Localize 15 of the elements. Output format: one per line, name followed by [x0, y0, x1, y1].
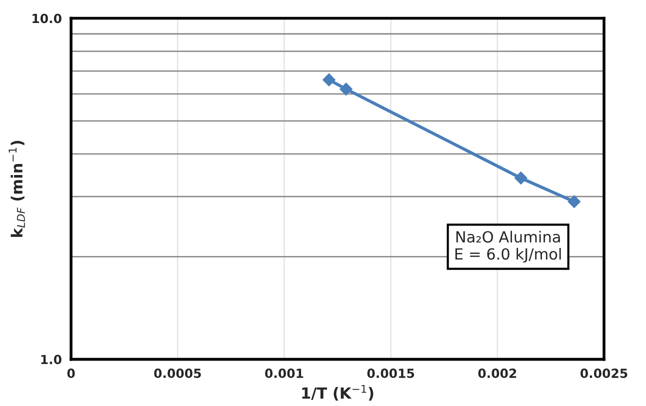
y-tick-label: 1.0 [41, 354, 62, 364]
x-tick-label: 0.001 [265, 368, 304, 378]
x-tick-label: 0.002 [478, 368, 516, 378]
point [322, 73, 336, 86]
x-tick-label: 0.0005 [154, 368, 201, 378]
y-axis-title: k$_{LDF}$ (min$^{−1}$) [8, 140, 25, 237]
x-tick-label: 0 [67, 368, 75, 378]
y-tick-label: 10.0 [32, 14, 62, 24]
x-tick-label: 0.0025 [580, 368, 628, 378]
point [568, 195, 581, 208]
x-axis-title: 1/T (K$^{−1}$) [302, 384, 374, 401]
point [340, 82, 352, 96]
x-tick-label: 0.0015 [367, 368, 414, 378]
point [514, 172, 528, 184]
annotation: Na₂O Alumina E = 6.0 kJ/mol [455, 230, 561, 263]
